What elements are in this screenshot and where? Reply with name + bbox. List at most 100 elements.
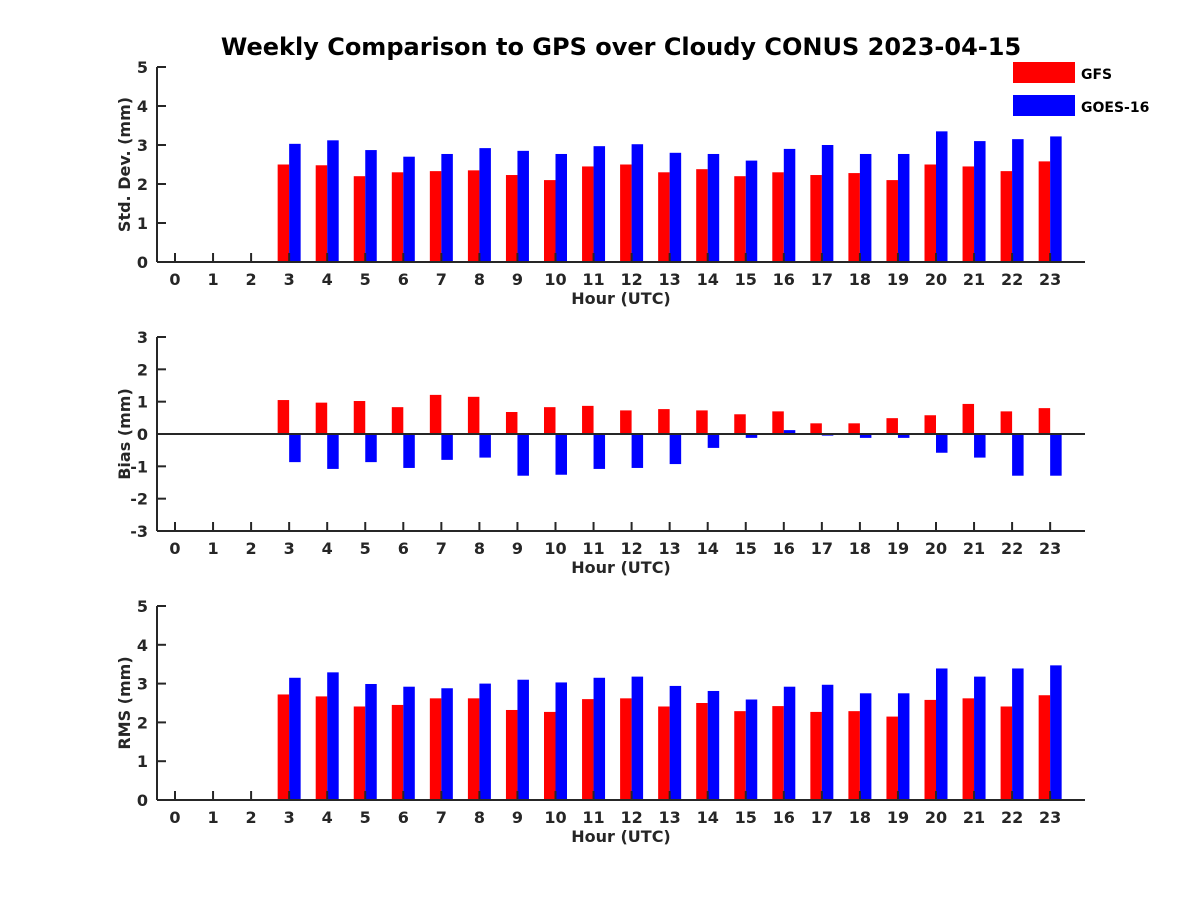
- x-tick-label: 6: [398, 270, 409, 289]
- bar-goes16-16: [783, 686, 796, 800]
- x-tick-label: 23: [1039, 270, 1061, 289]
- x-tick-label: 19: [887, 808, 909, 827]
- bar-goes16-23: [1050, 136, 1062, 262]
- y-axis-label: Std. Dev. (mm): [115, 97, 134, 232]
- y-tick-label: 5: [137, 58, 148, 77]
- x-tick-label: 18: [849, 539, 871, 558]
- bar-goes16-20: [936, 131, 948, 262]
- bar-goes16-10: [555, 682, 567, 800]
- bar-goes16-10: [555, 434, 567, 475]
- bar-gfs-9: [505, 709, 518, 800]
- bar-goes16-8: [479, 683, 491, 800]
- bar-gfs-5: [353, 401, 366, 434]
- y-axis-label: RMS (mm): [115, 656, 134, 749]
- x-tick-label: 8: [474, 539, 485, 558]
- bar-gfs-3: [277, 164, 290, 262]
- x-tick-label: 4: [322, 270, 333, 289]
- legend-swatch-gfs: [1013, 62, 1075, 83]
- bar-goes16-6: [403, 686, 415, 800]
- x-tick-label: 23: [1039, 808, 1061, 827]
- bar-gfs-19: [886, 418, 898, 434]
- y-tick-label: 4: [137, 97, 148, 116]
- bar-gfs-21: [962, 403, 975, 434]
- y-tick-label: 3: [137, 136, 148, 155]
- bar-goes16-19: [897, 434, 910, 438]
- bar-gfs-23: [1038, 408, 1051, 434]
- x-tick-label: 3: [284, 270, 295, 289]
- x-tick-label: 7: [436, 808, 447, 827]
- x-tick-label: 5: [360, 808, 371, 827]
- bar-goes16-22: [1012, 434, 1024, 476]
- bar-gfs-10: [544, 180, 556, 262]
- x-tick-label: 16: [773, 808, 795, 827]
- x-tick-label: 9: [512, 270, 523, 289]
- x-tick-label: 20: [925, 270, 947, 289]
- x-tick-label: 14: [697, 539, 719, 558]
- y-tick-label: 0: [137, 253, 148, 272]
- y-tick-label: -3: [130, 522, 148, 541]
- x-tick-label: 13: [659, 270, 681, 289]
- bar-goes16-11: [593, 677, 606, 800]
- y-tick-label: 0: [137, 425, 148, 444]
- bar-goes16-21: [974, 434, 986, 458]
- x-tick-label: 3: [284, 539, 295, 558]
- bar-goes16-20: [936, 434, 948, 453]
- bar-gfs-8: [467, 396, 480, 434]
- bar-goes16-12: [631, 144, 644, 262]
- bar-goes16-7: [441, 153, 453, 262]
- bar-goes16-14: [707, 690, 720, 800]
- x-tick-label: 16: [773, 539, 795, 558]
- bar-goes16-22: [1012, 668, 1024, 800]
- bar-gfs-16: [772, 411, 784, 434]
- bar-goes16-18: [859, 153, 872, 262]
- bar-goes16-8: [479, 148, 491, 262]
- bar-gfs-17: [810, 423, 822, 434]
- x-tick-label: 6: [398, 539, 409, 558]
- bar-gfs-14: [696, 169, 708, 262]
- bar-gfs-18: [848, 711, 860, 800]
- y-axis-label: Bias (mm): [115, 388, 134, 480]
- bar-goes16-12: [631, 434, 644, 468]
- bar-goes16-15: [745, 699, 758, 800]
- bar-goes16-14: [707, 153, 720, 262]
- y-tick-label: 2: [137, 360, 148, 379]
- x-tick-label: 9: [512, 808, 523, 827]
- x-tick-label: 1: [207, 270, 218, 289]
- bar-goes16-13: [669, 685, 682, 800]
- x-tick-label: 15: [735, 270, 757, 289]
- bar-gfs-19: [886, 180, 898, 262]
- y-tick-label: 5: [137, 597, 148, 616]
- bar-goes16-5: [365, 150, 377, 262]
- x-tick-label: 22: [1001, 539, 1023, 558]
- x-tick-label: 4: [322, 808, 333, 827]
- bar-gfs-20: [924, 415, 936, 434]
- bar-gfs-13: [658, 409, 670, 434]
- bar-gfs-6: [391, 172, 404, 262]
- bar-gfs-5: [353, 706, 366, 800]
- bar-goes16-7: [441, 688, 453, 800]
- x-tick-label: 16: [773, 270, 795, 289]
- bar-gfs-19: [886, 716, 898, 800]
- chart-title: Weekly Comparison to GPS over Cloudy CON…: [221, 33, 1021, 61]
- x-axis-label: Hour (UTC): [571, 558, 671, 577]
- bar-gfs-10: [544, 407, 556, 434]
- bar-gfs-9: [505, 175, 518, 262]
- x-tick-label: 15: [735, 539, 757, 558]
- x-tick-label: 8: [474, 808, 485, 827]
- bar-goes16-3: [289, 143, 301, 262]
- x-tick-label: 2: [246, 539, 257, 558]
- y-tick-label: 3: [137, 328, 148, 347]
- bar-goes16-17: [821, 145, 834, 262]
- bar-goes16-16: [783, 430, 796, 434]
- x-tick-label: 1: [207, 539, 218, 558]
- bar-goes16-17: [821, 684, 834, 800]
- bar-goes16-20: [936, 668, 948, 800]
- bar-goes16-23: [1050, 434, 1062, 476]
- y-tick-label: 1: [137, 393, 148, 412]
- bar-goes16-18: [859, 693, 872, 800]
- x-axis-label: Hour (UTC): [571, 289, 671, 308]
- bar-gfs-20: [924, 699, 936, 800]
- bar-gfs-18: [848, 423, 860, 434]
- x-tick-label: 17: [811, 808, 833, 827]
- bar-gfs-4: [315, 696, 328, 800]
